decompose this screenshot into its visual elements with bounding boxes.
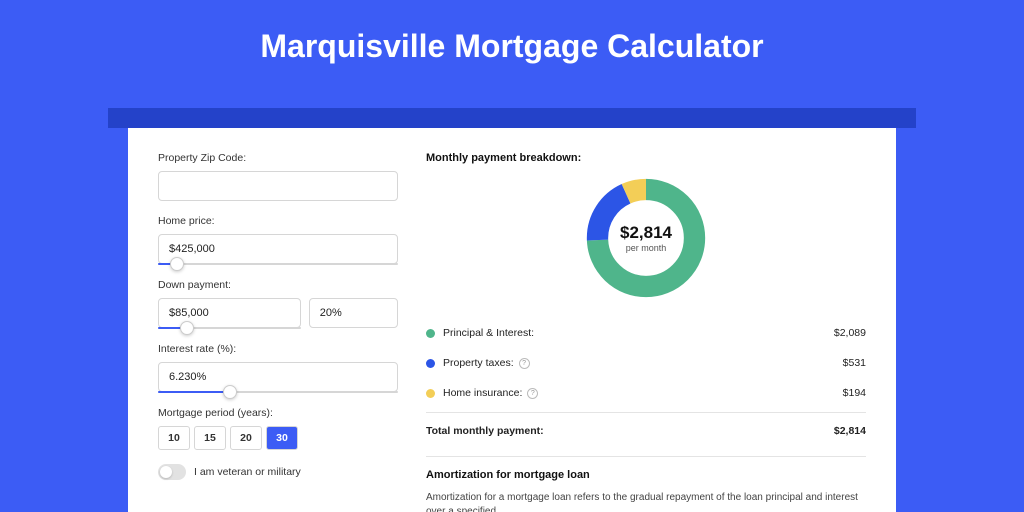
legend-dot bbox=[426, 359, 435, 368]
down-payment-input[interactable] bbox=[158, 298, 301, 328]
period-button-10[interactable]: 10 bbox=[158, 426, 190, 450]
card-shadow bbox=[108, 108, 916, 128]
donut-amount: $2,814 bbox=[620, 223, 672, 243]
down-payment-slider[interactable] bbox=[158, 327, 301, 329]
legend-value: $531 bbox=[843, 357, 866, 369]
veteran-toggle[interactable] bbox=[158, 464, 186, 480]
page-background: Marquisville Mortgage Calculator Propert… bbox=[0, 0, 1024, 512]
form-column: Property Zip Code: Home price: Down paym… bbox=[158, 152, 398, 488]
slider-thumb[interactable] bbox=[180, 321, 194, 335]
legend: Principal & Interest:$2,089Property taxe… bbox=[426, 318, 866, 442]
breakdown-column: Monthly payment breakdown: $2,814 per mo… bbox=[426, 152, 866, 488]
field-veteran: I am veteran or military bbox=[158, 464, 398, 480]
interest-slider[interactable] bbox=[158, 391, 398, 393]
legend-label: Principal & Interest: bbox=[443, 327, 834, 339]
amortization-text: Amortization for a mortgage loan refers … bbox=[426, 491, 866, 512]
down-payment-label: Down payment: bbox=[158, 279, 398, 291]
interest-input[interactable] bbox=[158, 362, 398, 392]
legend-dot bbox=[426, 389, 435, 398]
donut-chart-wrap: $2,814 per month bbox=[426, 174, 866, 302]
donut-sublabel: per month bbox=[626, 243, 667, 253]
page-title: Marquisville Mortgage Calculator bbox=[0, 0, 1024, 87]
interest-label: Interest rate (%): bbox=[158, 343, 398, 355]
info-icon[interactable]: ? bbox=[527, 388, 538, 399]
zip-input[interactable] bbox=[158, 171, 398, 201]
divider bbox=[426, 456, 866, 457]
legend-row: Home insurance:?$194 bbox=[426, 378, 866, 408]
slider-thumb[interactable] bbox=[223, 385, 237, 399]
breakdown-title: Monthly payment breakdown: bbox=[426, 152, 866, 164]
slider-thumb[interactable] bbox=[170, 257, 184, 271]
period-button-20[interactable]: 20 bbox=[230, 426, 262, 450]
amortization-title: Amortization for mortgage loan bbox=[426, 469, 866, 481]
calculator-card: Property Zip Code: Home price: Down paym… bbox=[128, 128, 896, 512]
field-home-price: Home price: bbox=[158, 215, 398, 265]
slider-fill bbox=[158, 391, 230, 393]
info-icon[interactable]: ? bbox=[519, 358, 530, 369]
period-button-group: 10152030 bbox=[158, 426, 398, 450]
field-down-payment: Down payment: bbox=[158, 279, 398, 329]
veteran-label: I am veteran or military bbox=[194, 466, 301, 478]
home-price-slider[interactable] bbox=[158, 263, 398, 265]
field-period: Mortgage period (years): 10152030 bbox=[158, 407, 398, 450]
legend-label: Home insurance:? bbox=[443, 387, 843, 399]
legend-value: $194 bbox=[843, 387, 866, 399]
legend-label: Property taxes:? bbox=[443, 357, 843, 369]
zip-label: Property Zip Code: bbox=[158, 152, 398, 164]
home-price-label: Home price: bbox=[158, 215, 398, 227]
legend-value: $2,089 bbox=[834, 327, 866, 339]
legend-row: Property taxes:?$531 bbox=[426, 348, 866, 378]
down-payment-pct-input[interactable] bbox=[309, 298, 398, 328]
legend-total-row: Total monthly payment:$2,814 bbox=[426, 412, 866, 442]
donut-chart: $2,814 per month bbox=[582, 174, 710, 302]
legend-dot bbox=[426, 329, 435, 338]
period-button-30[interactable]: 30 bbox=[266, 426, 298, 450]
field-zip: Property Zip Code: bbox=[158, 152, 398, 201]
total-label: Total monthly payment: bbox=[426, 425, 834, 437]
total-value: $2,814 bbox=[834, 425, 866, 437]
toggle-knob bbox=[160, 466, 172, 478]
home-price-input[interactable] bbox=[158, 234, 398, 264]
period-label: Mortgage period (years): bbox=[158, 407, 398, 419]
field-interest: Interest rate (%): bbox=[158, 343, 398, 393]
period-button-15[interactable]: 15 bbox=[194, 426, 226, 450]
donut-center: $2,814 per month bbox=[582, 174, 710, 302]
legend-row: Principal & Interest:$2,089 bbox=[426, 318, 866, 348]
